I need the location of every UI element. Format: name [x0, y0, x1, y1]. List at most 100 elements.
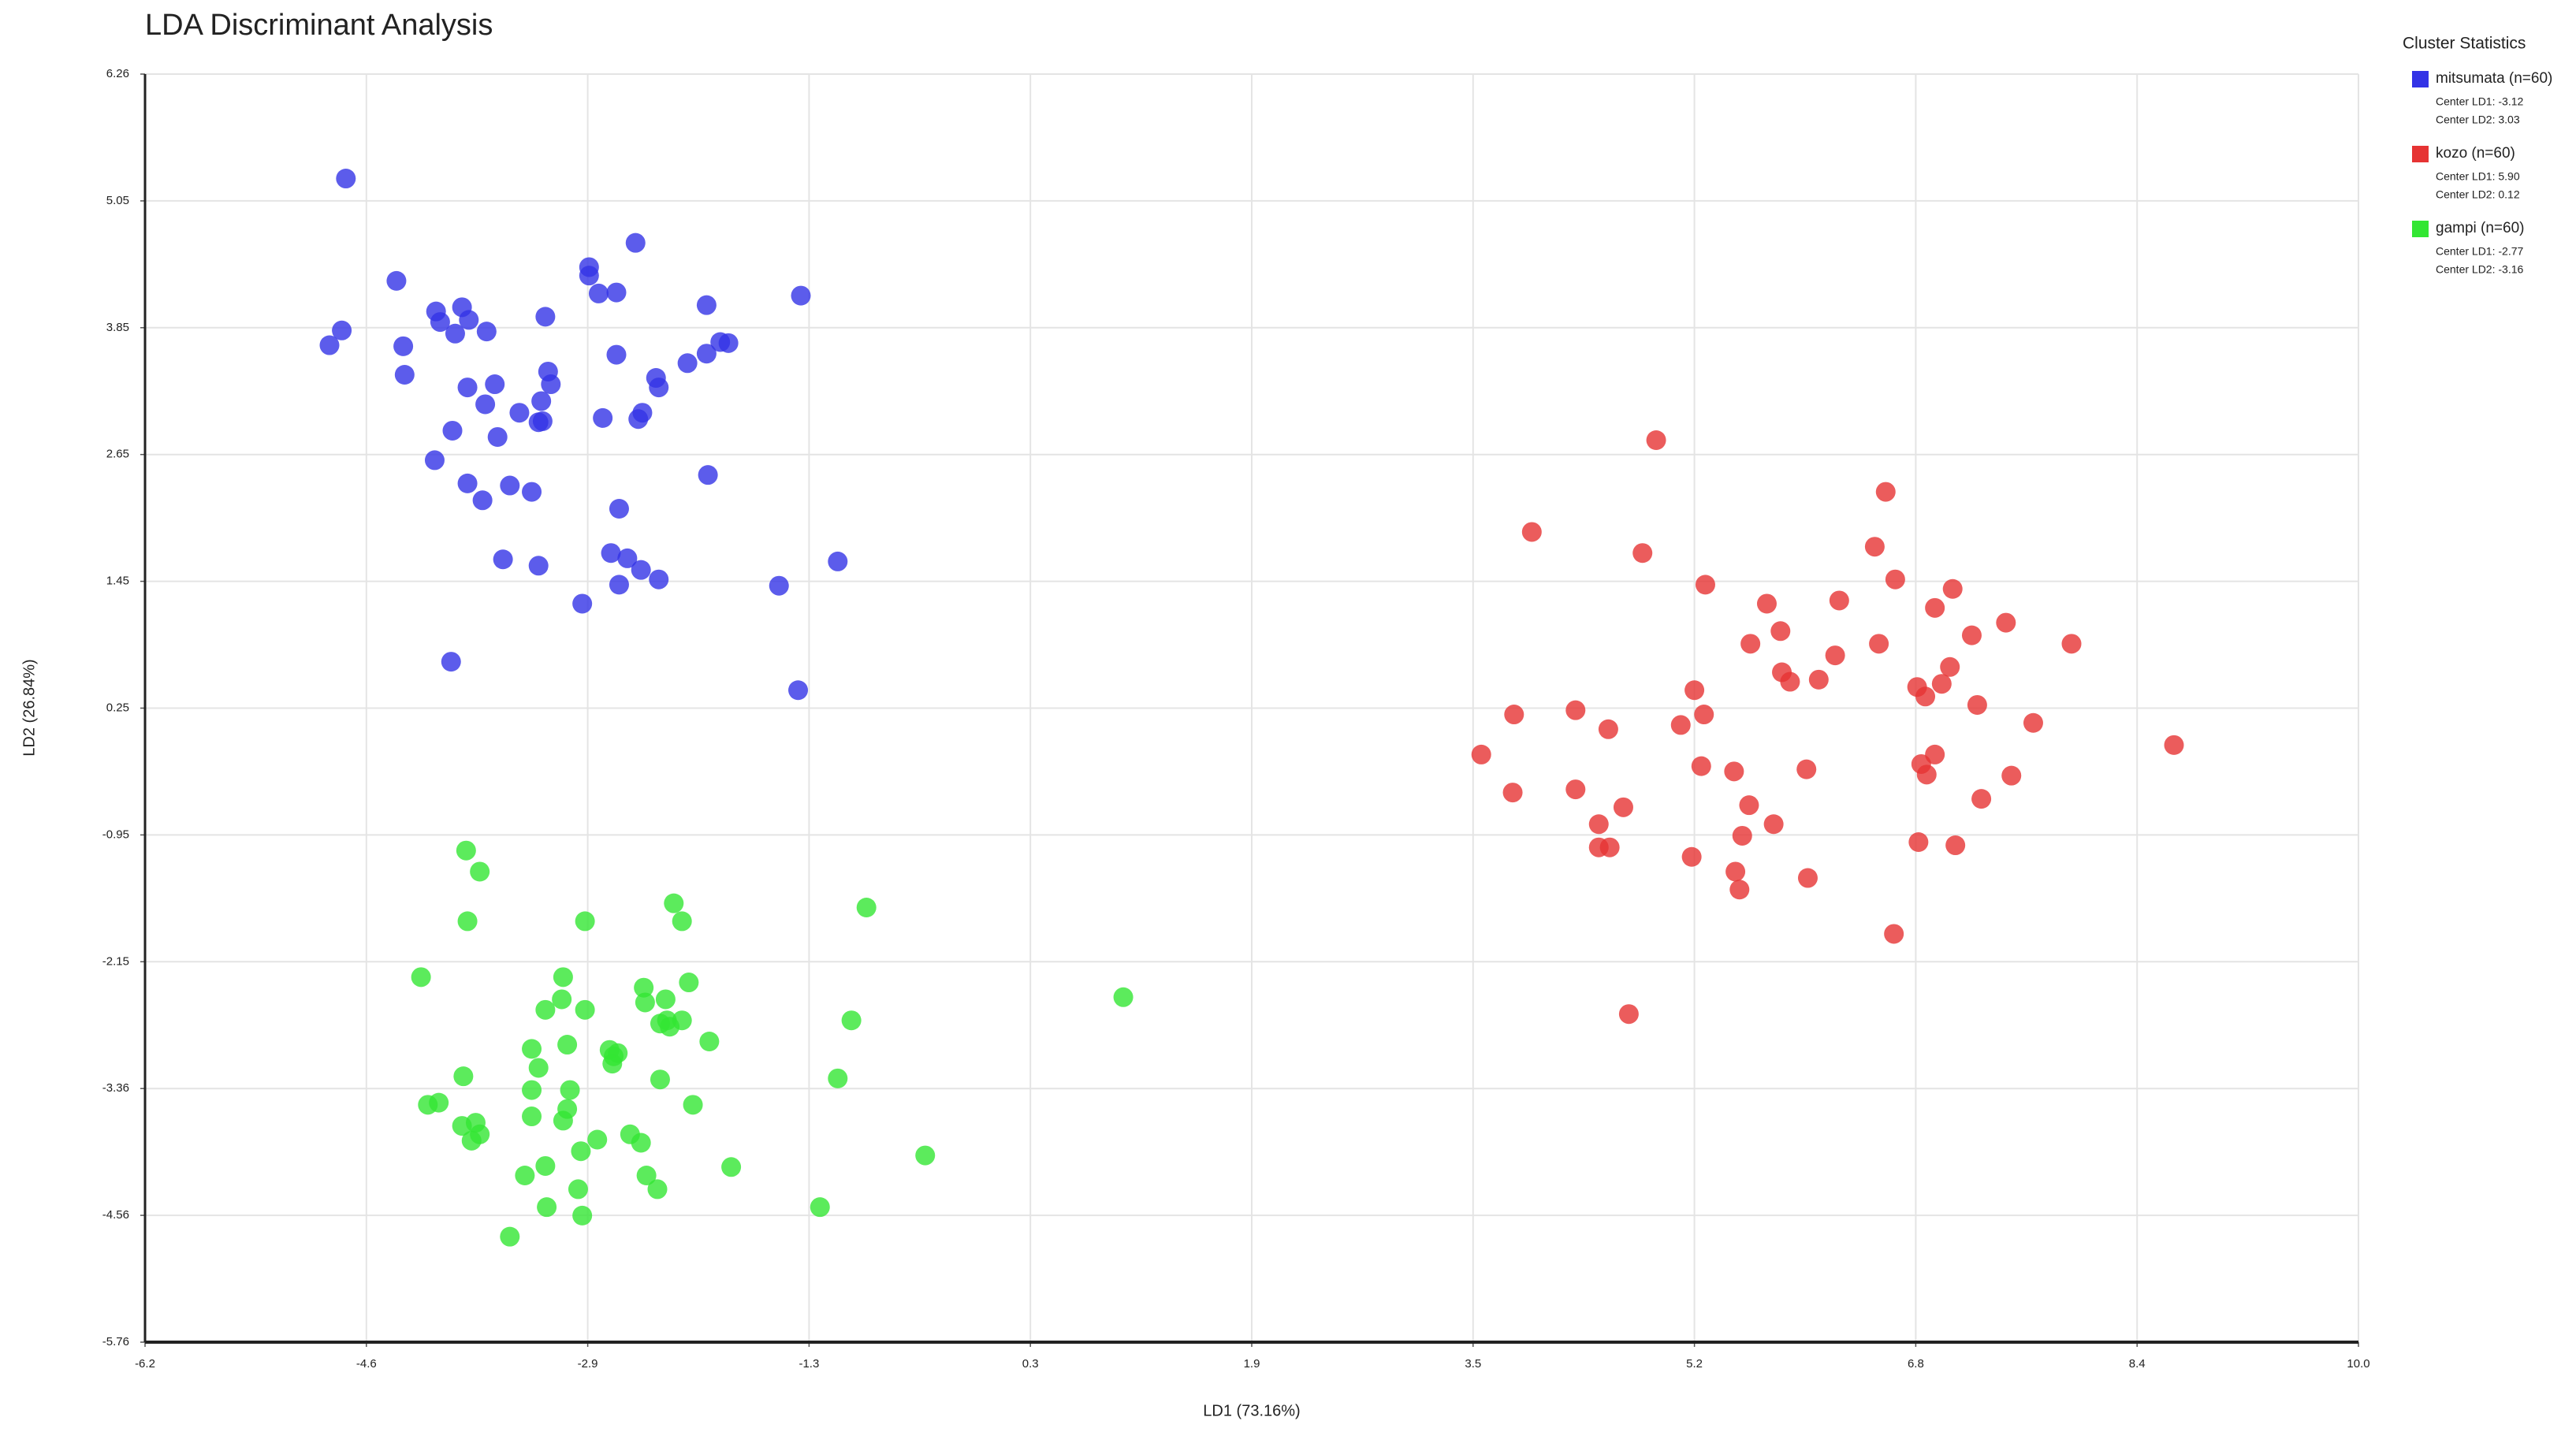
data-point [532, 411, 553, 431]
data-point [1599, 837, 1620, 857]
data-point [575, 911, 595, 932]
data-point [493, 549, 513, 570]
data-point [1725, 861, 1746, 882]
data-point [560, 1080, 580, 1100]
data-point [718, 333, 739, 353]
data-point [1808, 669, 1829, 690]
data-point [1971, 789, 1992, 809]
data-point [1504, 705, 1524, 725]
y-tick-label: 3.85 [106, 321, 129, 334]
data-point [631, 560, 651, 580]
legend-stat: Center LD1: -3.12 [2436, 95, 2523, 108]
y-tick-label: 6.26 [106, 67, 129, 80]
x-tick-label: -2.9 [578, 1357, 598, 1371]
data-point [1681, 846, 1702, 867]
y-tick-label: 5.05 [106, 194, 129, 207]
data-point [699, 1031, 720, 1051]
data-point [535, 999, 556, 1020]
legend-title: Cluster Statistics [2403, 35, 2526, 53]
data-point [1869, 634, 1889, 654]
data-point [1940, 656, 1960, 677]
x-tick-label: 8.4 [2129, 1357, 2146, 1371]
data-point [1113, 987, 1134, 1007]
data-point [1763, 814, 1784, 835]
data-point [696, 344, 717, 364]
data-point [1632, 543, 1653, 564]
data-point [655, 989, 676, 1010]
data-point [522, 1039, 542, 1059]
data-point [475, 394, 496, 415]
data-point [664, 893, 684, 913]
data-point [522, 1080, 542, 1100]
data-point [1471, 744, 1491, 764]
data-point [650, 1069, 670, 1090]
data-point [1646, 430, 1666, 450]
data-point [791, 285, 811, 306]
data-point [628, 409, 649, 430]
legend-stat: Center LD1: 5.90 [2436, 170, 2520, 183]
data-point [572, 593, 593, 614]
data-point [1521, 522, 1542, 542]
data-point [457, 378, 478, 398]
data-point [635, 992, 655, 1013]
data-point [509, 403, 530, 423]
y-tick-label: 0.25 [106, 701, 129, 714]
data-point [1908, 832, 1929, 853]
data-point [1780, 671, 1800, 692]
y-tick-label: -3.36 [102, 1081, 129, 1095]
data-point [1695, 575, 1715, 595]
data-point [856, 897, 877, 917]
data-point [2001, 765, 2022, 786]
data-point [1797, 868, 1818, 888]
data-point [537, 1197, 557, 1218]
data-point [500, 1226, 520, 1247]
data-point [557, 1035, 578, 1055]
data-point [617, 548, 638, 568]
x-tick-label: 1.9 [1244, 1357, 1260, 1371]
data-point [319, 335, 340, 355]
data-point [1770, 621, 1791, 642]
x-axis-label: LD1 (73.16%) [1203, 1402, 1300, 1419]
data-point [788, 680, 809, 701]
data-point [1796, 759, 1817, 779]
data-point [487, 426, 508, 447]
data-point [336, 169, 356, 189]
data-point [1925, 597, 1945, 618]
data-point [461, 1130, 482, 1151]
data-point [522, 482, 542, 502]
data-point [485, 374, 505, 395]
data-point [411, 967, 431, 988]
data-point [472, 490, 493, 511]
data-point [1613, 797, 1633, 817]
data-point [441, 652, 461, 672]
data-point [1825, 645, 1845, 666]
data-point [606, 344, 627, 365]
data-point [1502, 783, 1523, 803]
x-tick-label: 3.5 [1465, 1357, 1481, 1371]
data-point [1864, 537, 1885, 557]
data-point [429, 1092, 449, 1113]
data-point [1996, 612, 2016, 633]
data-point [625, 232, 646, 253]
data-point [588, 283, 609, 303]
data-point [649, 378, 669, 398]
y-tick-label: 2.65 [106, 448, 129, 461]
data-point [541, 374, 561, 395]
chart-title: LDA Discriminant Analysis [145, 9, 493, 42]
x-tick-label: 10.0 [2347, 1357, 2369, 1371]
data-point [1967, 694, 1987, 715]
data-point [1732, 825, 1752, 846]
data-point [828, 551, 848, 571]
data-point [459, 310, 479, 330]
legend-label: gampi (n=60) [2436, 220, 2524, 236]
data-point [531, 391, 552, 411]
data-point [1739, 795, 1759, 816]
x-tick-label: 6.8 [1908, 1357, 1924, 1371]
data-point [1829, 590, 1849, 611]
data-point [915, 1145, 936, 1166]
data-point [528, 556, 549, 576]
data-point [2164, 735, 2184, 755]
x-tick-label: -4.6 [356, 1357, 377, 1371]
data-point [1915, 686, 1936, 707]
